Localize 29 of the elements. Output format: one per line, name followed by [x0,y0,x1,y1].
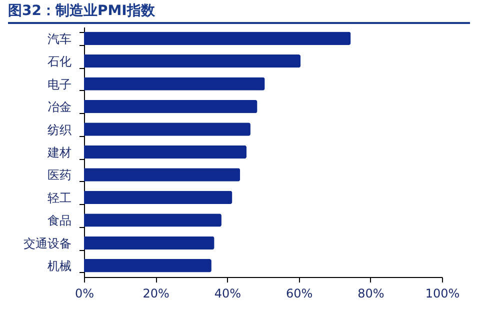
bar [84,214,222,227]
x-tick-label: 20% [142,286,170,300]
y-tick-label: 纺织 [48,122,72,137]
bar [84,168,240,182]
y-tick-label: 石化 [48,54,72,69]
chart-title: 图32：制造业PMI指数 [8,2,470,24]
y-tick-label: 食品 [48,214,72,228]
bar [84,145,247,159]
x-tick-label: 60% [286,286,313,300]
y-tick-label: 医药 [48,168,72,182]
y-tick-label: 电子 [48,77,72,92]
bar [84,122,250,136]
y-tick-label: 冶金 [48,100,72,114]
y-tick-label: 交通设备 [24,236,72,250]
x-tick-label: 40% [214,286,242,300]
y-tick-label: 机械 [48,259,72,274]
bar [84,236,214,250]
bar [84,32,351,45]
y-tick-label: 建材 [46,146,72,160]
bar [84,259,212,272]
x-tick-label: 0% [74,286,94,300]
bar [84,77,265,90]
bar [84,100,258,114]
y-tick-label: 轻工 [48,190,72,205]
bar [84,190,232,204]
x-tick-label: 100% [425,286,460,300]
bar [84,54,301,68]
x-tick-label: 80% [358,286,384,300]
y-tick-label: 汽车 [48,32,72,46]
